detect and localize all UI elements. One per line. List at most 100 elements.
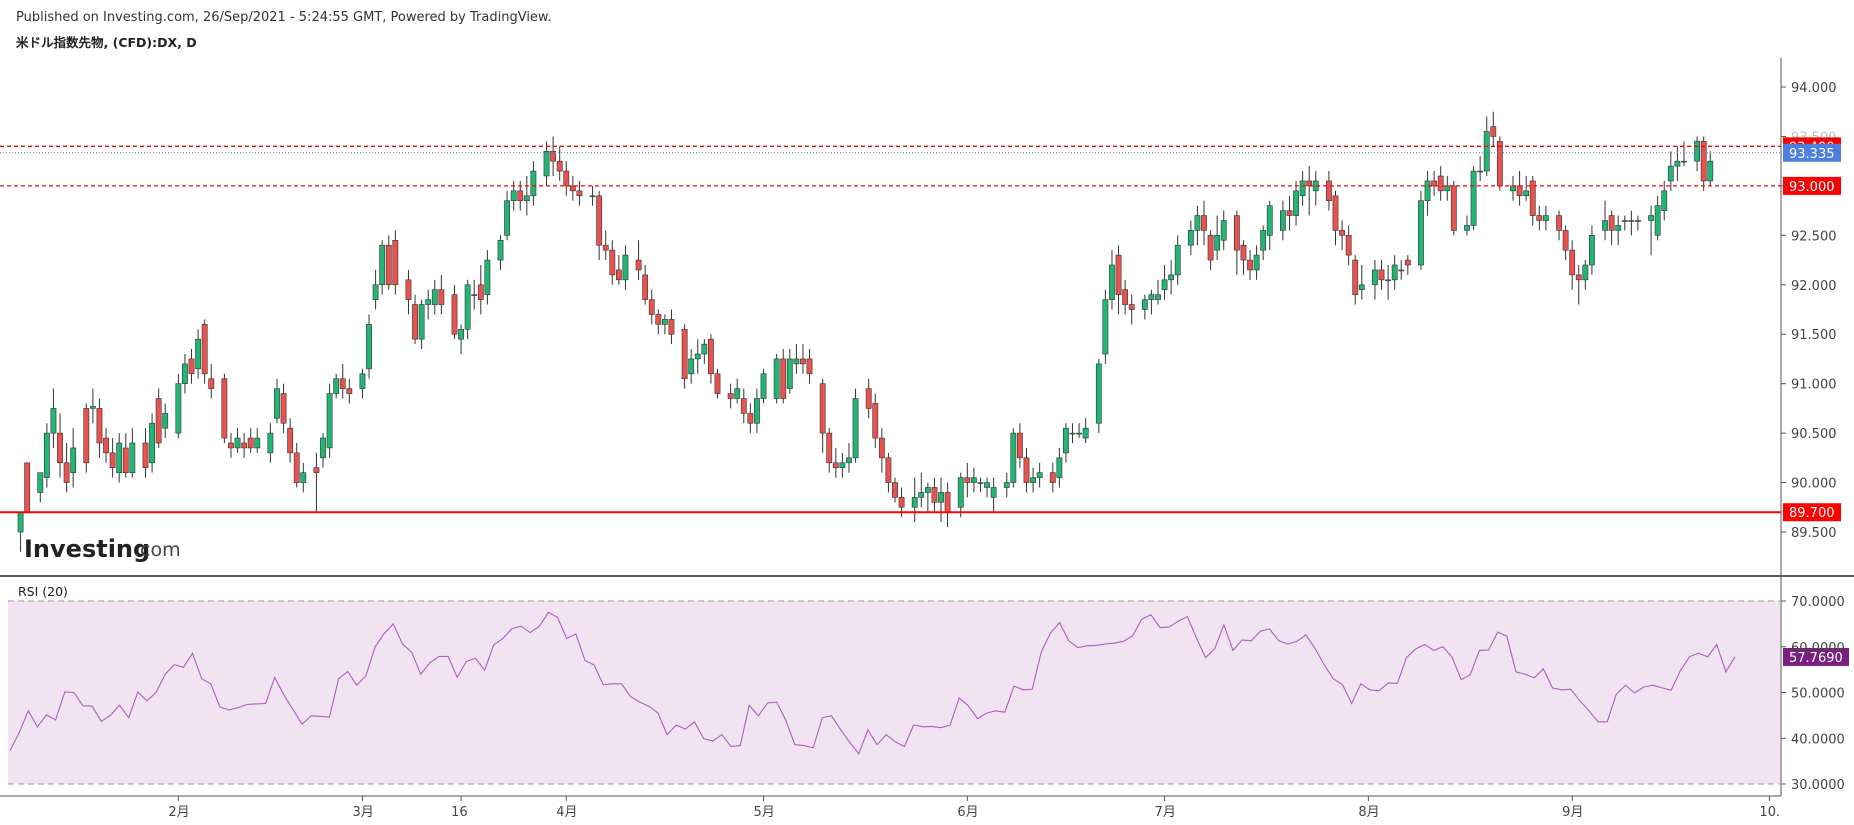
candle-body-down <box>885 457 892 483</box>
candle-body-up <box>1477 170 1484 173</box>
candle <box>1437 166 1444 201</box>
candle-body-up <box>839 462 846 469</box>
candle-body-down <box>208 378 215 389</box>
candle <box>1056 447 1063 488</box>
candle-body-up <box>418 304 425 340</box>
candle-body-down <box>556 160 563 172</box>
candle-body-up <box>734 388 741 399</box>
candle-body-up <box>1141 299 1148 310</box>
candle <box>694 339 701 374</box>
candle <box>1707 151 1714 186</box>
candle <box>615 255 622 285</box>
candle-body-up <box>1358 284 1365 291</box>
candle-body-down <box>1352 259 1359 295</box>
candle <box>1444 176 1451 201</box>
candle-body-down <box>1608 215 1615 231</box>
candle-body-down <box>602 244 609 251</box>
last-price-label: 93.335 <box>1789 147 1835 162</box>
candle <box>477 265 484 315</box>
time-tick-label: 7月 <box>1155 805 1176 820</box>
candle <box>1358 265 1365 300</box>
candle <box>320 433 326 468</box>
candle-body-down <box>1431 180 1438 187</box>
candle-body-up <box>1694 141 1701 162</box>
candle-body-up <box>1063 427 1069 454</box>
candle-body-up <box>359 373 366 389</box>
candle <box>865 378 872 419</box>
axes-layer: 89.500 90.000 90.500 91.000 91.500 92.000 92.5… <box>168 81 1844 820</box>
candle-body-down <box>339 378 346 389</box>
candle-body-down <box>1049 472 1056 483</box>
candle-body-up <box>510 190 517 202</box>
symbol-title: 米ドル指数先物, (CFD):DX, D <box>16 35 197 50</box>
candle <box>254 428 261 453</box>
candle <box>1102 289 1109 364</box>
candle-body-down <box>313 467 320 473</box>
candle-body-down <box>1128 304 1135 310</box>
candle <box>464 279 471 340</box>
candle <box>1049 462 1056 493</box>
rsi-tick-label: 40.0000 <box>1791 732 1845 747</box>
candle <box>846 443 852 473</box>
candle-body-up <box>1661 190 1668 211</box>
candle <box>17 511 24 552</box>
candle <box>122 433 129 478</box>
price-tick-label: 91.000 <box>1791 378 1837 393</box>
candle-body-down <box>1490 126 1497 137</box>
candle-body-up <box>1095 363 1102 424</box>
candle <box>556 146 563 181</box>
candle <box>918 472 925 508</box>
candle <box>727 383 734 409</box>
price-tick-label: 90.500 <box>1791 427 1837 442</box>
time-tick-label: 6月 <box>957 805 978 820</box>
candle-body-down <box>63 462 70 483</box>
candle-body-down <box>878 437 885 459</box>
candle-body-up <box>701 343 708 355</box>
candle <box>938 477 944 523</box>
candle <box>1280 200 1286 241</box>
level-tag <box>1783 503 1841 522</box>
candle-body-up <box>1187 230 1194 246</box>
candle <box>234 428 241 453</box>
candle-body-up <box>234 437 241 449</box>
candle-body-up <box>149 422 155 464</box>
candle-body-up <box>50 408 57 434</box>
candle <box>1076 423 1082 439</box>
candle <box>392 230 399 295</box>
candle <box>1161 265 1168 300</box>
time-tick-label: 2月 <box>168 805 189 820</box>
candle-body-down <box>642 274 649 300</box>
candle-body-down <box>1247 259 1253 271</box>
candle <box>806 349 813 384</box>
candle-body-down <box>1529 180 1536 216</box>
candle-body-down <box>740 398 747 414</box>
candle <box>1674 146 1681 181</box>
candle <box>70 428 77 488</box>
candle-body-up <box>484 259 491 295</box>
candle-body-down <box>385 244 392 286</box>
candle <box>208 363 215 399</box>
candle <box>385 235 392 290</box>
candle <box>175 373 182 439</box>
candle <box>754 388 760 434</box>
candle <box>438 274 445 315</box>
candle <box>1293 180 1299 226</box>
candle-body-down <box>892 482 898 498</box>
candle <box>1404 255 1411 275</box>
candle <box>1345 225 1352 265</box>
candle-body-down <box>109 452 116 469</box>
candle-body-down <box>1122 289 1129 305</box>
candle <box>43 423 50 488</box>
candle <box>648 289 655 325</box>
candle-body-down <box>241 442 248 449</box>
candle <box>1496 136 1503 191</box>
level-tag-label: 89.700 <box>1789 506 1835 521</box>
candle-body-up <box>1082 427 1089 439</box>
level-tag <box>1783 176 1841 195</box>
candle <box>1063 423 1069 463</box>
price-tick-label: 92.000 <box>1791 279 1837 294</box>
candle-body-down <box>1115 254 1122 295</box>
candle <box>366 314 372 379</box>
time-tick-label: 8月 <box>1358 805 1379 820</box>
